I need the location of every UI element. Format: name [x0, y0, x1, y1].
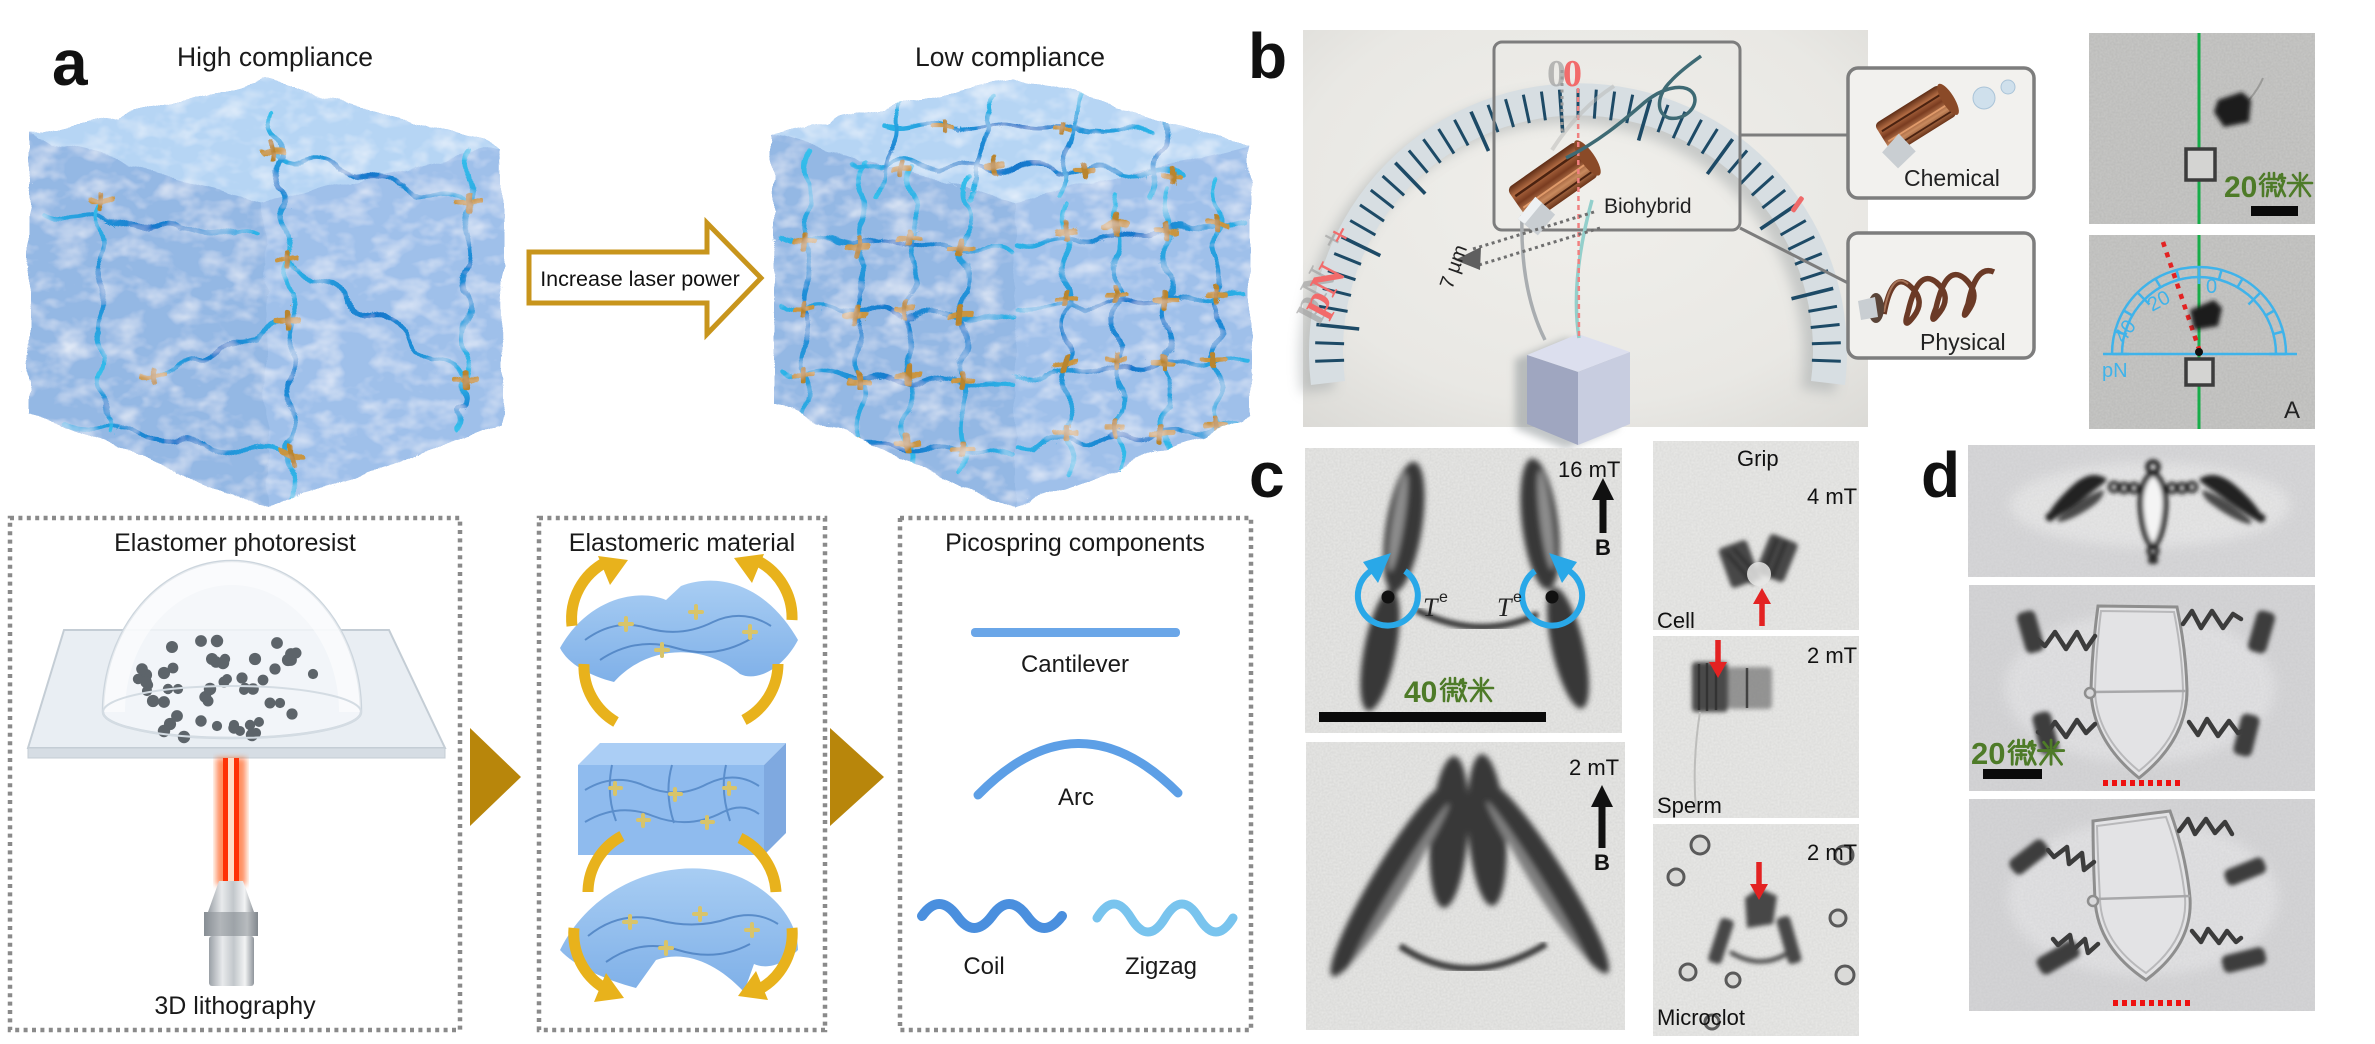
svg-text:40: 40 — [1404, 676, 1437, 709]
svg-text:T: T — [1423, 593, 1439, 622]
svg-text:B: B — [1595, 535, 1611, 560]
svg-text:16 mT: 16 mT — [1558, 457, 1620, 482]
svg-text:Cell: Cell — [1657, 608, 1695, 633]
svg-text:0: 0 — [1563, 53, 1582, 95]
svg-text:Picospring components: Picospring components — [945, 529, 1205, 557]
svg-text:Biohybrid: Biohybrid — [1604, 195, 1692, 218]
svg-text:2 mT: 2 mT — [1807, 643, 1857, 668]
svg-text:3D lithography: 3D lithography — [154, 992, 316, 1020]
svg-text:20: 20 — [2224, 171, 2257, 204]
svg-text:pN: pN — [2102, 360, 2128, 382]
svg-text:Cantilever: Cantilever — [1021, 651, 1129, 678]
svg-text:e: e — [1513, 589, 1522, 606]
svg-text:Arc: Arc — [1058, 784, 1094, 811]
svg-text:Grip: Grip — [1737, 446, 1779, 471]
svg-text:High compliance: High compliance — [177, 42, 373, 72]
svg-text:c: c — [1249, 439, 1285, 511]
svg-text:Low compliance: Low compliance — [915, 42, 1105, 72]
svg-text:B: B — [1594, 850, 1610, 875]
svg-text:2 mT: 2 mT — [1807, 840, 1857, 865]
svg-text:e: e — [1439, 589, 1448, 606]
svg-text:Sperm: Sperm — [1657, 793, 1722, 818]
svg-text:4 mT: 4 mT — [1807, 484, 1857, 509]
svg-text:2 mT: 2 mT — [1569, 755, 1619, 780]
svg-text:T: T — [1497, 593, 1513, 622]
svg-text:Zigzag: Zigzag — [1125, 953, 1197, 980]
svg-text:b: b — [1248, 20, 1287, 92]
svg-text:Elastomeric material: Elastomeric material — [569, 529, 795, 557]
svg-text:0: 0 — [2206, 276, 2217, 298]
svg-text:d: d — [1921, 439, 1960, 511]
svg-text:Physical: Physical — [1920, 329, 2006, 355]
svg-text:Microclot: Microclot — [1657, 1005, 1745, 1030]
svg-text:a: a — [52, 27, 88, 99]
svg-text:Elastomer photoresist: Elastomer photoresist — [114, 529, 356, 557]
svg-text:0: 0 — [1547, 53, 1566, 95]
svg-text:20: 20 — [1971, 736, 2005, 771]
svg-text:Coil: Coil — [963, 953, 1004, 980]
svg-text:Increase laser power: Increase laser power — [540, 267, 740, 291]
svg-text:A: A — [2284, 397, 2300, 424]
svg-text:Chemical: Chemical — [1904, 165, 2000, 191]
